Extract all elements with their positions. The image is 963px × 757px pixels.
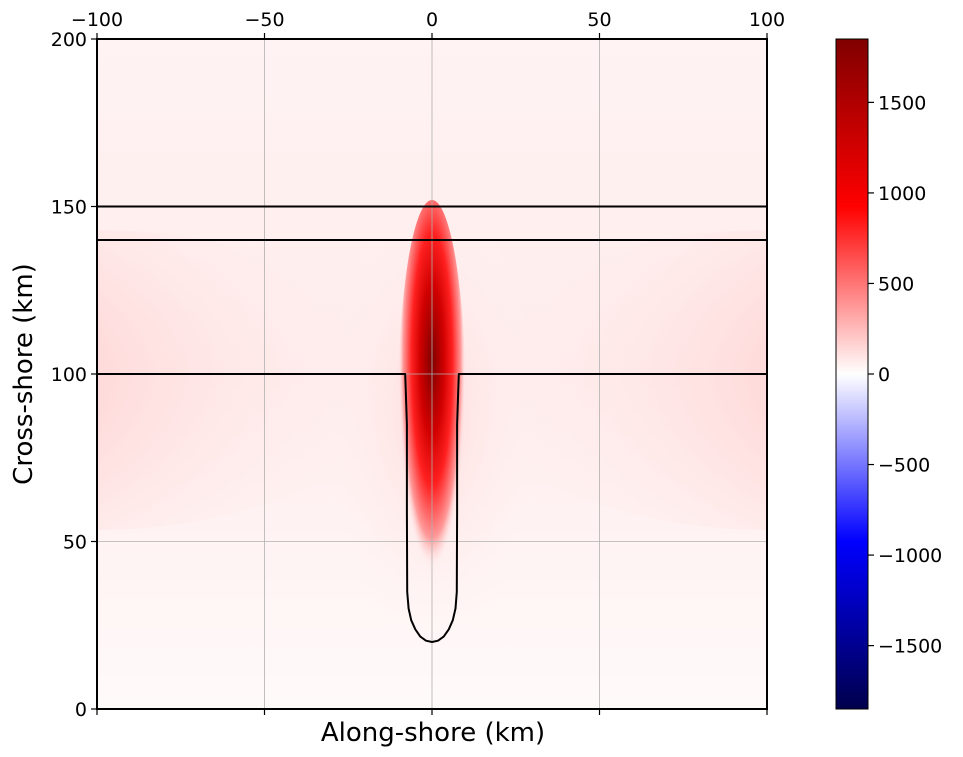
colorbar-ticks: −1500 −1000 −500 0 500 1000 1500 bbox=[868, 92, 942, 658]
y-tick-label: 50 bbox=[63, 532, 87, 554]
canyon-outline bbox=[97, 373, 767, 643]
colorbar-tick-label: 500 bbox=[878, 273, 914, 295]
colorbar-tick-label: −1500 bbox=[878, 636, 942, 658]
x-tick-label: 0 bbox=[426, 9, 438, 31]
y-tick-label: 150 bbox=[51, 197, 87, 219]
y-tick-label: 100 bbox=[51, 364, 87, 386]
x-tick-label: −50 bbox=[244, 9, 284, 31]
y-axis: 0 50 100 150 200 bbox=[51, 29, 97, 721]
x-tick-label: −100 bbox=[71, 9, 123, 31]
y-tick-label: 200 bbox=[51, 29, 87, 51]
x-axis-title: Along-shore (km) bbox=[321, 718, 545, 748]
colorbar-tick-label: 1500 bbox=[878, 92, 926, 114]
x-tick-label: 100 bbox=[749, 9, 785, 31]
contour-lines bbox=[97, 205, 767, 643]
colorbar-scale bbox=[835, 38, 869, 710]
colorbar-tick-label: −1000 bbox=[878, 545, 942, 567]
x-tick-label: 50 bbox=[587, 9, 611, 31]
heatmap-band-right bbox=[467, 230, 767, 530]
colorbar: −1500 −1000 −500 0 500 1000 1500 bbox=[835, 38, 942, 710]
colorbar-tick-label: −500 bbox=[878, 455, 930, 477]
y-axis-title: Cross-shore (km) bbox=[9, 263, 39, 485]
heatmap-band-left bbox=[97, 230, 397, 530]
colorbar-tick-label: 0 bbox=[878, 364, 890, 386]
y-tick-label: 0 bbox=[75, 699, 87, 721]
colorbar-tick-label: 1000 bbox=[878, 183, 926, 205]
x-axis: −100 −50 0 50 100 bbox=[71, 9, 785, 715]
